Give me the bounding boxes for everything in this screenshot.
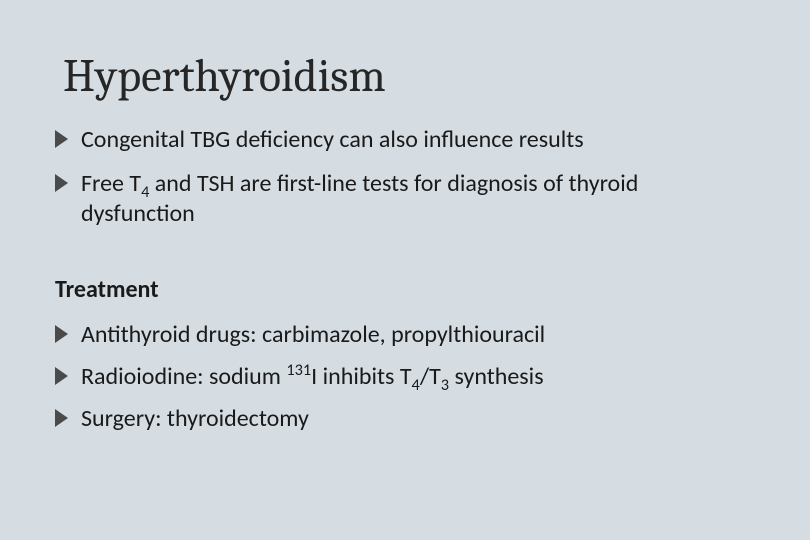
bullet-list-2: Antithyroid drugs: carbimazole, propylth… [55,320,755,434]
bullet-text: Free T4 and TSH are first-line tests for… [81,169,638,228]
list-item: Congenital TBG deficiency can also influ… [55,125,755,155]
triangle-bullet-icon [55,409,68,427]
triangle-bullet-icon [55,325,68,343]
list-item: Antithyroid drugs: carbimazole, propylth… [55,320,755,350]
triangle-bullet-icon [55,367,68,385]
triangle-bullet-icon [55,174,68,192]
bullet-text: Congenital TBG deficiency can also influ… [81,125,584,154]
bullet-text: Antithyroid drugs: carbimazole, propylth… [81,320,545,349]
list-item: Radioiodine: sodium 131I inhibits T4/T3 … [55,362,755,392]
bullet-list-1: Congenital TBG deficiency can also influ… [55,125,755,229]
subheading-treatment: Treatment [55,275,755,304]
list-item: Free T4 and TSH are first-line tests for… [55,169,755,229]
slide-title: Hyperthyroidism [63,50,755,103]
bullet-text: Radioiodine: sodium 131I inhibits T4/T3 … [81,362,544,391]
triangle-bullet-icon [55,130,68,148]
list-item: Surgery: thyroidectomy [55,404,755,434]
bullet-text: Surgery: thyroidectomy [81,404,309,433]
